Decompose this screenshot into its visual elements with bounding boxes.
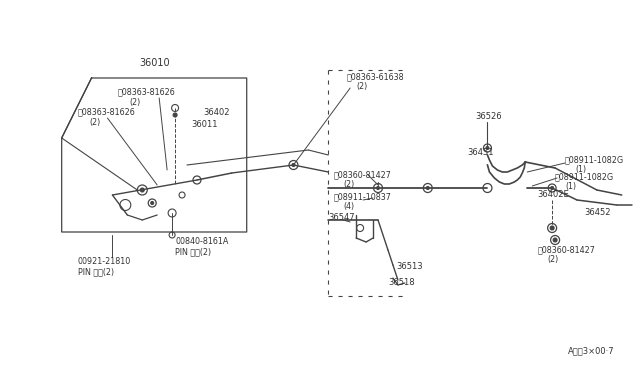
Text: 36402E: 36402E — [537, 190, 569, 199]
Text: Ⓝ08363-81626: Ⓝ08363-81626 — [117, 87, 175, 96]
Text: 36547: 36547 — [328, 213, 355, 222]
Text: (2): (2) — [547, 255, 558, 264]
Text: 36452: 36452 — [584, 208, 611, 217]
Circle shape — [426, 186, 429, 189]
Text: (2): (2) — [129, 98, 141, 107]
Text: 36402: 36402 — [203, 108, 230, 117]
Text: Ⓝ08360-81427: Ⓝ08360-81427 — [333, 170, 391, 179]
Text: Ⓝ08363-81626: Ⓝ08363-81626 — [77, 107, 135, 116]
Text: (1): (1) — [565, 182, 576, 191]
Circle shape — [140, 188, 144, 192]
Text: 36526: 36526 — [476, 112, 502, 121]
Text: 36513: 36513 — [396, 262, 422, 271]
Text: Ⓞ08911-1082G: Ⓞ08911-1082G — [555, 172, 614, 181]
Text: PIN ビン(2): PIN ビン(2) — [77, 267, 114, 276]
Text: 36451: 36451 — [468, 148, 494, 157]
Circle shape — [173, 113, 177, 117]
Circle shape — [550, 186, 554, 189]
Text: (2): (2) — [343, 180, 355, 189]
Text: A・・3×00·7: A・・3×00·7 — [568, 346, 615, 355]
Text: PIN ビン(2): PIN ビン(2) — [175, 247, 211, 256]
Text: Ⓞ08911-10837: Ⓞ08911-10837 — [333, 192, 391, 201]
Circle shape — [376, 186, 380, 189]
Text: 00921-21810: 00921-21810 — [77, 257, 131, 266]
Text: (2): (2) — [90, 118, 100, 127]
Circle shape — [486, 147, 489, 150]
Text: 36010: 36010 — [139, 58, 170, 68]
Text: 36011: 36011 — [191, 120, 218, 129]
Text: 36518: 36518 — [388, 278, 415, 287]
Circle shape — [553, 238, 557, 242]
Text: (2): (2) — [356, 82, 367, 91]
Text: (4): (4) — [343, 202, 355, 211]
Circle shape — [150, 202, 154, 205]
Text: Ⓞ08911-1082G: Ⓞ08911-1082G — [565, 155, 624, 164]
Text: 00840-8161A: 00840-8161A — [175, 237, 228, 246]
Text: Ⓝ08360-81427: Ⓝ08360-81427 — [537, 245, 595, 254]
Circle shape — [550, 226, 554, 230]
Text: Ⓝ08363-61638: Ⓝ08363-61638 — [346, 72, 404, 81]
Text: (1): (1) — [575, 165, 586, 174]
Circle shape — [292, 164, 295, 167]
